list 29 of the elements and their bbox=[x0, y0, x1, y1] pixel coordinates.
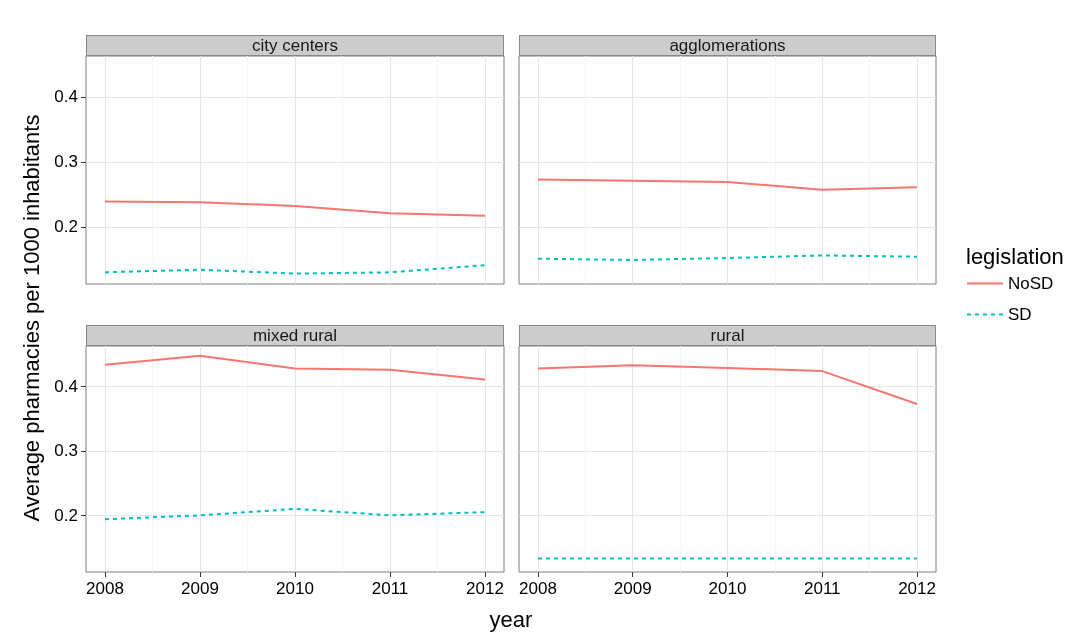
x-tick-label: 2009 bbox=[181, 579, 219, 598]
legend-title: legislation bbox=[966, 243, 1064, 269]
chart-title: city centers bbox=[86, 35, 504, 56]
legend-label: NoSD bbox=[1008, 274, 1054, 293]
chart-title: mixed rural bbox=[86, 325, 504, 346]
y-tick-label: 0.2 bbox=[54, 505, 78, 525]
y-tick-label: 0.3 bbox=[54, 441, 78, 461]
legend-label: SD bbox=[1008, 305, 1032, 324]
y-tick-label: 0.3 bbox=[54, 152, 78, 172]
x-tick-label: 2010 bbox=[708, 579, 747, 598]
chart-title: rural bbox=[519, 325, 936, 346]
x-axis-title: year bbox=[489, 607, 533, 633]
x-tick-label: 2011 bbox=[803, 579, 841, 598]
line-series bbox=[104, 264, 486, 275]
line-series bbox=[104, 354, 486, 381]
y-tick-label: 0.4 bbox=[54, 377, 78, 397]
x-tick-label: 2012 bbox=[898, 579, 936, 598]
x-tick-label: 2010 bbox=[276, 579, 314, 598]
x-tick-label: 2008 bbox=[86, 579, 124, 598]
x-tick-label: 2012 bbox=[466, 579, 504, 598]
line-series bbox=[104, 507, 486, 521]
y-tick-label: 0.4 bbox=[54, 87, 78, 107]
y-axis-title: Average pharmacies per 1000 inhabitants bbox=[19, 114, 45, 522]
line-series bbox=[104, 200, 486, 217]
x-tick-label: 2011 bbox=[371, 579, 409, 598]
chart-title: agglomerations bbox=[519, 35, 936, 56]
x-tick-label: 2009 bbox=[613, 579, 652, 598]
x-tick-label: 2008 bbox=[519, 579, 557, 598]
y-tick-label: 0.2 bbox=[54, 217, 78, 237]
